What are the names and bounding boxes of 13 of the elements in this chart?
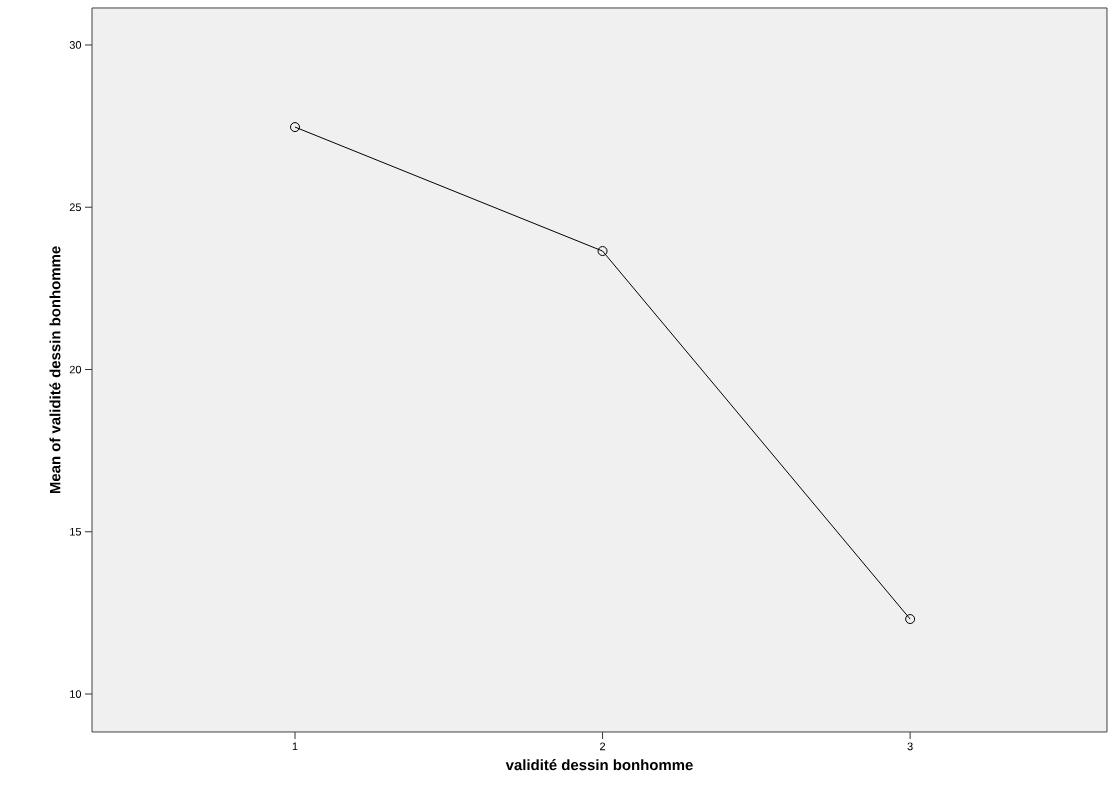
x-tick-label: 1 [292, 742, 298, 751]
x-tick-label: 2 [600, 742, 606, 751]
point [290, 122, 300, 133]
point [905, 614, 916, 625]
x-axis-title: validité dessin bonhomme [505, 759, 693, 771]
x-tick-label: 3 [907, 742, 913, 751]
y-tick-label: 10 [70, 690, 82, 698]
y-tick-label: 30 [69, 41, 82, 49]
y-tick-label: 15 [70, 527, 82, 536]
y-tick-label: 25 [69, 203, 82, 212]
y-tick-label: 20 [69, 365, 82, 374]
y-axis-title: Mean of validité dessin bonhomme [49, 246, 61, 494]
point [597, 246, 608, 257]
